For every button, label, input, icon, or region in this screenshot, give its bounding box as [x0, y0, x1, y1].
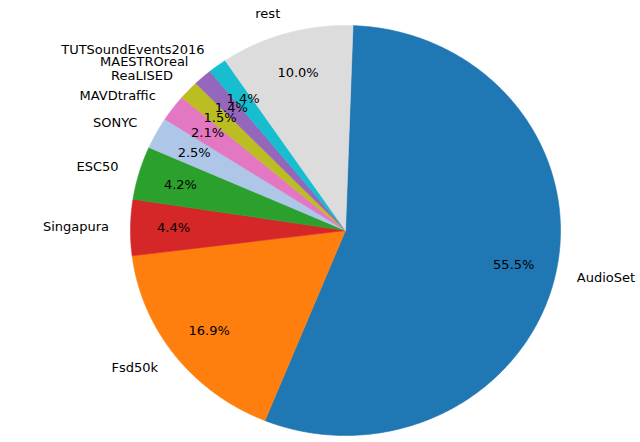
svg-text:TUTSoundEvents2016: TUTSoundEvents2016 — [60, 42, 204, 57]
svg-text:AudioSet: AudioSet — [577, 270, 635, 285]
svg-text:55.5%: 55.5% — [493, 257, 534, 272]
svg-text:10.0%: 10.0% — [277, 65, 318, 80]
svg-text:ESC50: ESC50 — [76, 159, 118, 174]
svg-text:Singapura: Singapura — [43, 219, 109, 234]
svg-text:4.4%: 4.4% — [157, 220, 190, 235]
svg-text:MAESTROreal: MAESTROreal — [100, 54, 189, 69]
svg-text:rest: rest — [255, 6, 280, 21]
svg-text:ReaLISED: ReaLISED — [111, 68, 173, 83]
svg-text:16.9%: 16.9% — [188, 323, 229, 338]
svg-text:2.1%: 2.1% — [191, 125, 224, 140]
svg-text:1.4%: 1.4% — [214, 100, 248, 115]
svg-text:1.5%: 1.5% — [203, 110, 237, 126]
svg-text:2.5%: 2.5% — [178, 145, 211, 160]
svg-text:SONYC: SONYC — [93, 115, 138, 130]
svg-text:1.4%: 1.4% — [227, 91, 260, 106]
svg-text:Fsd50k: Fsd50k — [111, 360, 158, 375]
svg-text:MAVDtraffic: MAVDtraffic — [80, 88, 156, 103]
svg-text:4.2%: 4.2% — [164, 177, 197, 192]
